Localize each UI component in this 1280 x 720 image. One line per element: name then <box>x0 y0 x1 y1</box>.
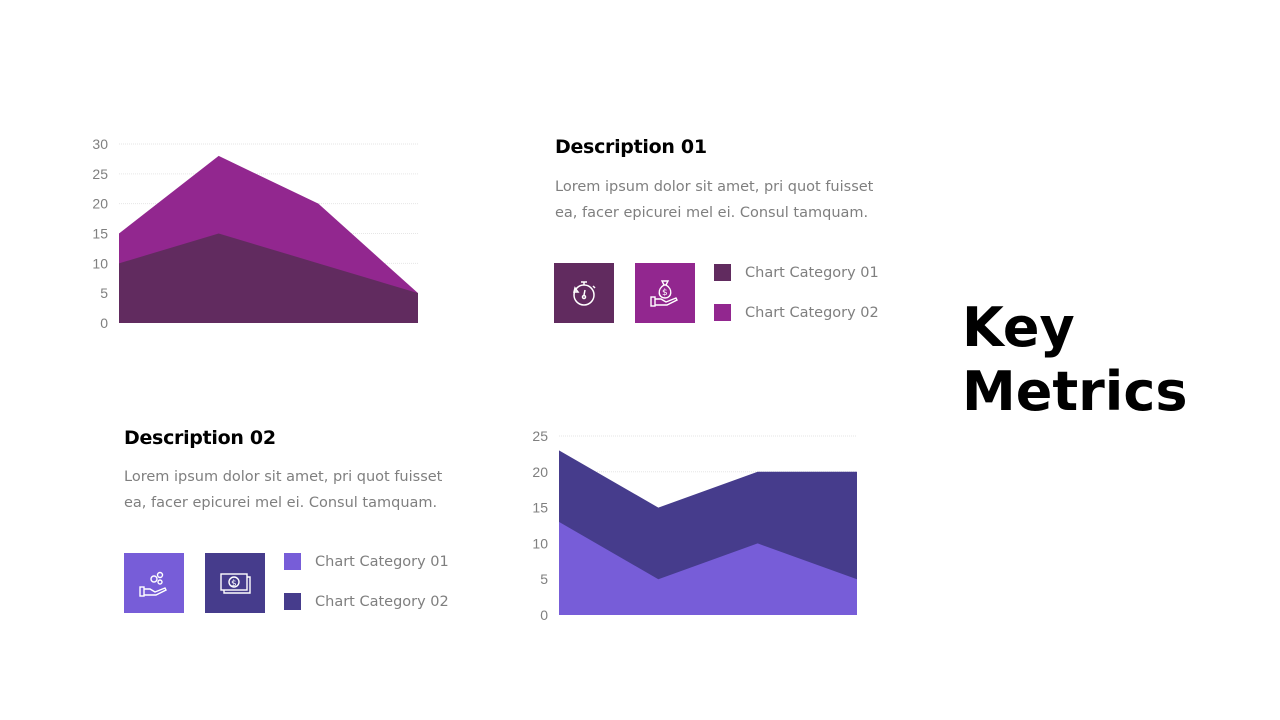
y-tick-label: 20 <box>532 464 548 480</box>
legend-swatch <box>284 593 301 610</box>
y-tick-label: 10 <box>532 535 548 551</box>
legend-label: Chart Category 01 <box>315 553 449 570</box>
legend-swatch <box>714 264 731 281</box>
money-bag-hand-icon: $ <box>635 263 695 323</box>
legend-item: Chart Category 01 <box>284 553 449 570</box>
legend-swatch <box>284 553 301 570</box>
legend-item: Chart Category 01 <box>714 264 879 281</box>
description-02-text: Lorem ipsum dolor sit amet, pri quot fui… <box>124 469 443 511</box>
y-tick-label: 30 <box>92 136 108 152</box>
page-title: Key Metrics <box>962 296 1187 424</box>
stopwatch-icon <box>554 263 614 323</box>
y-tick-label: 25 <box>532 428 548 444</box>
y-tick-label: 15 <box>92 226 108 242</box>
hand-coins-icon <box>124 553 184 613</box>
legend-item: Chart Category 02 <box>284 593 449 610</box>
y-tick-label: 20 <box>92 196 108 212</box>
y-tick-label: 10 <box>92 255 108 271</box>
legend-label: Chart Category 01 <box>745 264 879 281</box>
legend-label: Chart Category 02 <box>745 304 879 321</box>
title-line: Key <box>962 296 1075 359</box>
description-01-text: Lorem ipsum dolor sit amet, pri quot fui… <box>555 179 874 221</box>
description-01-title: Description 01 <box>555 136 707 158</box>
y-tick-label: 25 <box>92 166 108 182</box>
area-series <box>119 233 418 323</box>
legend-label: Chart Category 02 <box>315 593 449 610</box>
y-tick-label: 5 <box>100 285 108 301</box>
area-series <box>559 521 857 615</box>
svg-text:$: $ <box>231 579 237 589</box>
legend-item: Chart Category 02 <box>714 304 879 321</box>
y-tick-label: 0 <box>540 607 548 623</box>
svg-text:$: $ <box>662 288 668 298</box>
legend-swatch <box>714 304 731 321</box>
banknote-icon: $ <box>205 553 265 613</box>
y-tick-label: 5 <box>540 571 548 587</box>
chart-2: 0 5 10 15 20 25 <box>532 428 857 623</box>
title-line: Metrics <box>962 360 1188 423</box>
description-02-title: Description 02 <box>124 427 276 449</box>
y-tick-label: 15 <box>532 500 548 516</box>
chart-1: 0 5 10 15 20 25 30 <box>92 136 418 331</box>
y-tick-label: 0 <box>100 315 108 331</box>
